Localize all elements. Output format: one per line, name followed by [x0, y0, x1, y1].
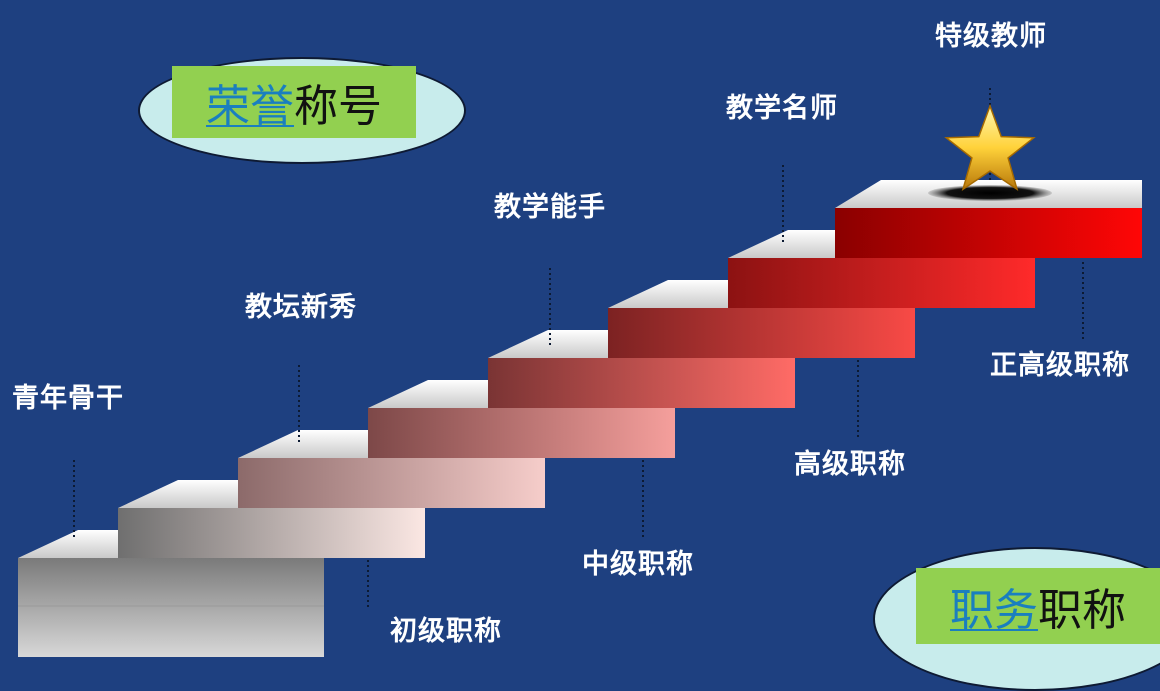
title-level-label-3: 高级职称: [794, 449, 906, 480]
title-level-label-4: 正高级职称: [990, 350, 1130, 381]
honor-level-label-5: 特级教师: [935, 21, 1047, 52]
job-title-box: 职务 职称: [916, 568, 1160, 644]
step-front-1: [18, 558, 324, 657]
step-front-8: [835, 208, 1142, 258]
title-level-label-2: 中级职称: [582, 549, 694, 580]
stage: 荣誉 称号 职务 职称 青年骨干 教坛新秀 教学能手 教学名师 特级教师 初级职称 …: [12, 21, 1160, 691]
step-front-7: [728, 258, 1035, 308]
honor-level-label-3: 教学能手: [494, 192, 606, 223]
title-level-label-1: 初级职称: [390, 616, 502, 647]
honor-title-box: 荣誉 称号: [172, 66, 416, 138]
honor-level-label-2: 教坛新秀: [245, 292, 357, 323]
honor-level-label-1: 青年骨干: [12, 383, 124, 414]
step-front-5: [488, 358, 795, 408]
step-front-6: [608, 308, 915, 358]
staircase-diagram: [18, 88, 1142, 657]
step-front-2: [118, 508, 425, 558]
star-icon: [944, 103, 1036, 191]
job-title-highlight: 职务: [950, 585, 1038, 636]
star-shadow: [928, 185, 1052, 201]
job-title-rest: 职称: [1038, 585, 1126, 636]
honor-level-label-4: 教学名师: [726, 93, 838, 124]
step-front-3: [238, 458, 545, 508]
honor-title-rest: 称号: [294, 81, 382, 132]
honor-title-highlight: 荣誉: [206, 81, 294, 132]
step-front-4: [368, 408, 675, 458]
